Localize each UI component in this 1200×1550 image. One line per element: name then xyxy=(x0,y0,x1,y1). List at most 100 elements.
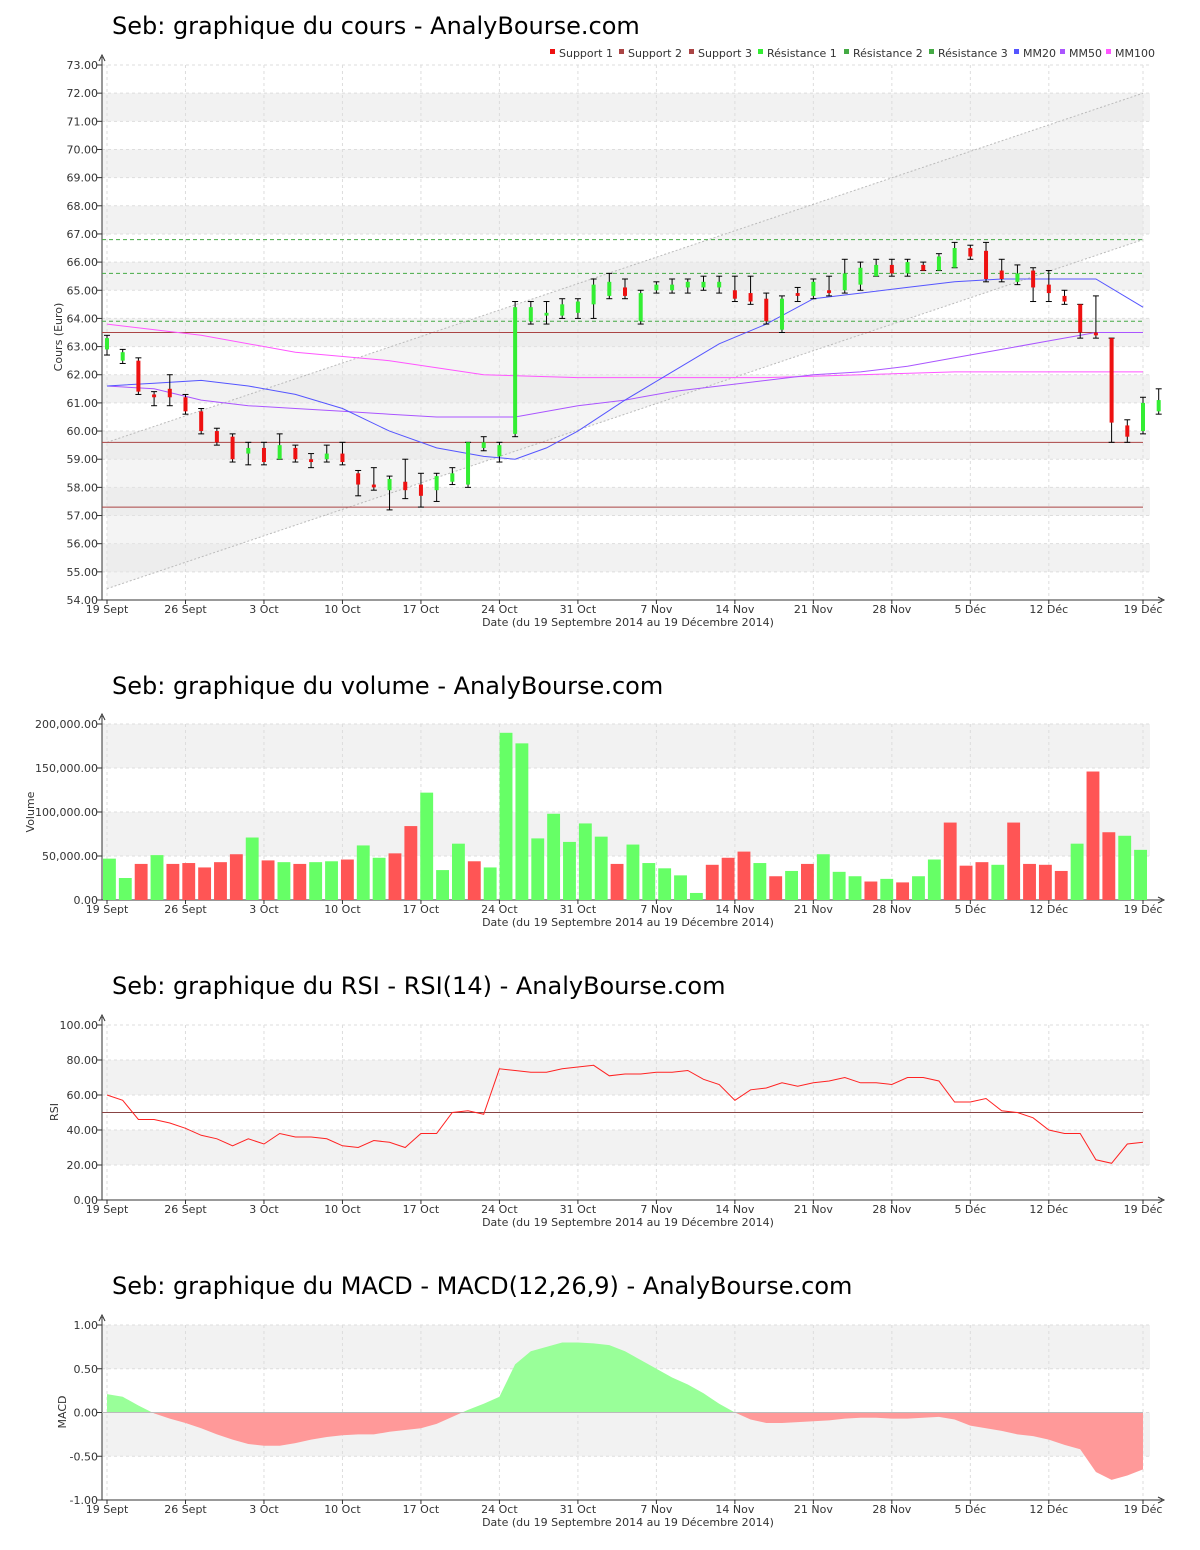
price-y-tick-label: 68.00 xyxy=(67,200,99,213)
candle-body xyxy=(340,453,345,463)
macd-y-tick-label: 0.50 xyxy=(74,1363,99,1376)
candle-body xyxy=(921,264,926,271)
candle-body xyxy=(889,264,894,274)
price-x-tick-label: 24 Oct xyxy=(481,603,518,616)
macd-x-tick-label: 26 Sept xyxy=(164,1503,207,1516)
price-y-tick-label: 64.00 xyxy=(67,312,99,325)
volume-bar xyxy=(1054,870,1068,900)
candle-body xyxy=(434,476,439,491)
price-x-tick-label: 14 Nov xyxy=(715,603,754,616)
macd-positive-area xyxy=(107,1394,153,1413)
volume-y-tick-label: 150,000.00 xyxy=(35,762,98,775)
macd-x-tick-label: 7 Nov xyxy=(640,1503,672,1516)
price-x-tick-label: 31 Oct xyxy=(560,603,597,616)
macd-y-tick-label: 0.00 xyxy=(74,1407,99,1420)
volume-bar xyxy=(848,876,862,900)
volume-x-tick-label: 26 Sept xyxy=(164,903,207,916)
price-y-tick-label: 54.00 xyxy=(67,594,99,607)
rsi-x-tick-label: 3 Oct xyxy=(249,1203,279,1216)
volume-bar xyxy=(436,870,449,900)
macd-chart: -1.00 -0.50 0.00 0.50 1.00 19 Sept 26 Sept 3 Oc… xyxy=(56,1272,1166,1529)
price-y-tick-label: 70.00 xyxy=(67,143,99,156)
legend-label: Résistance 2 xyxy=(853,47,923,60)
price-band xyxy=(102,543,1150,572)
volume-band xyxy=(102,812,1150,856)
rsi-band xyxy=(102,1060,1150,1095)
volume-bar xyxy=(118,878,132,900)
volume-x-tick-label: 21 Nov xyxy=(794,903,833,916)
volume-bar xyxy=(420,792,434,900)
candle-body xyxy=(591,284,596,305)
candle-body xyxy=(497,445,502,457)
mm100-line xyxy=(106,323,1143,379)
macd-y-tick-label: 1.00 xyxy=(74,1319,99,1332)
candle-body xyxy=(795,293,800,296)
price-chart-title: Seb: graphique du cours - AnalyBourse.co… xyxy=(112,12,640,40)
price-x-tick-label: 3 Oct xyxy=(249,603,279,616)
volume-chart-title: Seb: graphique du volume - AnalyBourse.c… xyxy=(112,672,663,700)
candle-body xyxy=(748,293,753,302)
volume-bar xyxy=(959,865,973,900)
volume-bar xyxy=(769,876,783,900)
volume-bar xyxy=(642,863,656,900)
candle-body xyxy=(152,394,157,398)
volume-y-axis-arrow xyxy=(98,712,106,721)
rsi-x-axis-label: Date (du 19 Septembre 2014 au 19 Décembr… xyxy=(482,1216,774,1229)
macd-positive-area xyxy=(462,1342,735,1413)
volume-bar xyxy=(452,843,465,900)
candle-body xyxy=(167,388,172,398)
candle-body xyxy=(1015,273,1020,282)
rsi-x-tick-label: 10 Oct xyxy=(324,1203,361,1216)
candle-body xyxy=(230,436,235,460)
candle-body xyxy=(371,484,376,488)
volume-bar xyxy=(1023,863,1036,900)
macd-x-tick-label: 5 Déc xyxy=(954,1503,986,1516)
price-x-tick-label: 21 Nov xyxy=(794,603,833,616)
candle-body xyxy=(1156,400,1161,412)
volume-x-tick-label: 24 Oct xyxy=(481,903,518,916)
volume-bar xyxy=(340,859,354,900)
candle-body xyxy=(779,298,784,330)
candle-body xyxy=(874,264,879,277)
volume-x-tick-label: 3 Oct xyxy=(249,903,279,916)
candle-body xyxy=(607,281,612,296)
price-y-tick-label: 55.00 xyxy=(67,566,99,579)
rsi-x-tick-label: 24 Oct xyxy=(481,1203,518,1216)
price-chart: 54.00 55.00 56.00 57.00 58.00 59.00 60.00 61.00… xyxy=(52,12,1166,629)
price-x-axis-arrow xyxy=(1157,596,1166,604)
price-x-tick-label: 19 Sept xyxy=(86,603,129,616)
macd-x-tick-label: 24 Oct xyxy=(481,1503,518,1516)
candle-body xyxy=(1031,270,1036,288)
volume-y-tick-label: 0.00 xyxy=(74,894,99,907)
volume-x-tick-label: 14 Nov xyxy=(715,903,754,916)
volume-x-tick-label: 10 Oct xyxy=(324,903,361,916)
macd-negative-area xyxy=(152,1412,463,1446)
rsi-x-tick-label: 5 Déc xyxy=(954,1203,986,1216)
volume-bar xyxy=(1038,864,1052,900)
candle-body xyxy=(654,284,659,291)
candle-body xyxy=(293,447,298,460)
price-x-tick-label: 5 Déc xyxy=(954,603,986,616)
candle-body xyxy=(356,473,361,485)
price-y-tick-label: 71.00 xyxy=(67,115,99,128)
candle-body xyxy=(701,281,706,288)
volume-bar xyxy=(689,892,703,900)
volume-bar xyxy=(674,875,687,900)
macd-x-tick-label: 17 Oct xyxy=(403,1503,440,1516)
macd-x-tick-label: 3 Oct xyxy=(249,1503,279,1516)
legend-label: Support 1 xyxy=(559,47,613,60)
price-y-tick-label: 72.00 xyxy=(67,87,99,100)
price-y-tick-label: 61.00 xyxy=(67,397,99,410)
price-y-tick-label: 62.00 xyxy=(67,369,99,382)
volume-x-tick-label: 7 Nov xyxy=(640,903,672,916)
volume-bar xyxy=(1118,835,1132,900)
rsi-x-tick-label: 12 Déc xyxy=(1029,1203,1068,1216)
volume-bar xyxy=(1070,843,1084,900)
candle-body xyxy=(1109,338,1114,423)
price-x-tick-label: 19 Déc xyxy=(1124,603,1163,616)
legend-swatch xyxy=(689,49,694,54)
macd-x-axis-arrow xyxy=(1157,1496,1166,1504)
price-y-axis-arrow xyxy=(98,53,106,62)
candle-body xyxy=(984,250,989,279)
